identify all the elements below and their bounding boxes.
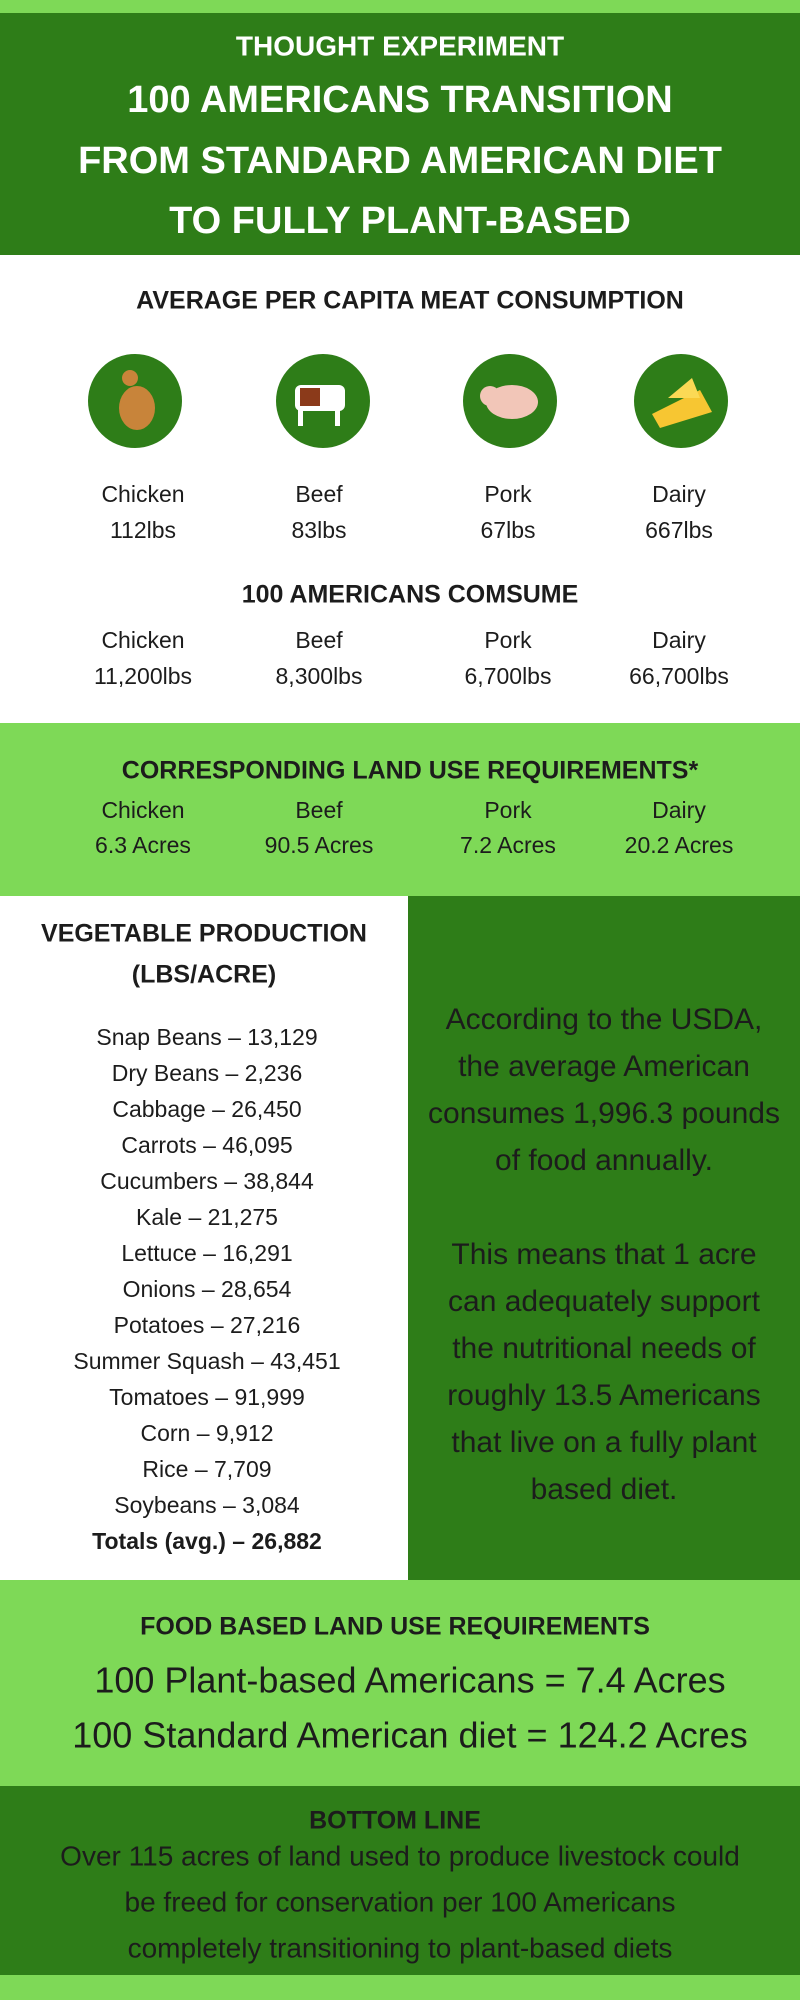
item-label: Pork (484, 481, 532, 507)
veg-item: Cucumbers – 38,844 (100, 1168, 314, 1194)
veg-item: Corn – 9,912 (141, 1420, 274, 1446)
icons (88, 354, 728, 448)
usda-line: roughly 13.5 Americans (447, 1379, 761, 1412)
usda-line: consumes 1,996.3 pounds (428, 1097, 780, 1130)
item-label: Dairy (652, 797, 706, 823)
item-amount: 7.2 Acres (460, 832, 556, 858)
item-amount: 20.2 Acres (625, 832, 734, 858)
section-heading: AVERAGE PER CAPITA MEAT CONSUMPTION (136, 287, 684, 315)
title-line: TO FULLY PLANT-BASED (169, 200, 631, 242)
veg-item: Cabbage – 26,450 (112, 1096, 301, 1122)
chicken-body (119, 386, 155, 430)
bottom-line: completely transitioning to plant-based … (128, 1932, 673, 1963)
item-label: Chicken (101, 797, 184, 823)
item-amount: 6,700lbs (465, 663, 552, 689)
food-land-line: 100 Plant-based Americans = 7.4 Acres (94, 1660, 725, 1701)
section-heading: 100 AMERICANS COMSUME (242, 581, 579, 609)
item-label: Pork (484, 627, 532, 653)
title-line: FROM STANDARD AMERICAN DIET (78, 140, 722, 182)
item-amount: 83lbs (292, 517, 347, 543)
cow-leg (298, 410, 303, 426)
food-land-line: 100 Standard American diet = 124.2 Acres (72, 1715, 747, 1756)
item-label: Beef (295, 627, 343, 653)
usda-line: According to the USDA, (446, 1003, 763, 1036)
pig-head (480, 386, 500, 406)
item-label: Chicken (101, 627, 184, 653)
section-heading: CORRESPONDING LAND USE REQUIREMENTS* (122, 757, 699, 785)
item-amount: 667lbs (645, 517, 713, 543)
veg-item: Tomatoes – 91,999 (109, 1384, 305, 1410)
veg-item: Summer Squash – 43,451 (73, 1348, 340, 1374)
veg-item: Carrots – 46,095 (121, 1132, 292, 1158)
food-land-heading: FOOD BASED LAND USE REQUIREMENTS (140, 1613, 650, 1641)
usda-line: that live on a fully plant (451, 1426, 757, 1459)
cheese (668, 378, 700, 398)
veg-heading: (LBS/ACRE) (132, 961, 276, 989)
item-amount: 90.5 Acres (265, 832, 374, 858)
veg-item: Potatoes – 27,216 (114, 1312, 301, 1338)
usda-panel (408, 896, 800, 1580)
bottom-line: Over 115 acres of land used to produce l… (60, 1840, 740, 1871)
item-label: Dairy (652, 481, 706, 507)
bottom-line: be freed for conservation per 100 Americ… (125, 1886, 676, 1917)
usda-line: based diet. (531, 1473, 678, 1506)
veg-item: Kale – 21,275 (136, 1204, 278, 1230)
cow-leg (335, 410, 340, 426)
item-amount: 67lbs (481, 517, 536, 543)
chicken-head (122, 370, 138, 386)
item-label: Pork (484, 797, 532, 823)
veg-heading: VEGETABLE PRODUCTION (41, 920, 367, 948)
item-amount: 66,700lbs (629, 663, 729, 689)
usda-line: the average American (458, 1050, 750, 1083)
meat-section (0, 255, 800, 723)
usda-line: can adequately support (448, 1285, 761, 1318)
item-amount: 11,200lbs (94, 663, 192, 689)
item-amount: 8,300lbs (276, 663, 363, 689)
usda-line: the nutritional needs of (452, 1332, 756, 1365)
veg-item: Snap Beans – 13,129 (96, 1024, 317, 1050)
item-label: Beef (295, 481, 343, 507)
header-band (0, 13, 800, 255)
veg-total: Totals (avg.) – 26,882 (92, 1528, 322, 1554)
cheese (652, 390, 712, 428)
bottom-band (0, 1786, 800, 1975)
bottom-heading: BOTTOM LINE (309, 1807, 481, 1835)
usda-line: This means that 1 acre (451, 1238, 756, 1271)
veg-item: Dry Beans – 2,236 (112, 1060, 303, 1086)
veg-item: Soybeans – 3,084 (114, 1492, 300, 1518)
title-line: 100 AMERICANS TRANSITION (127, 79, 672, 121)
item-amount: 112lbs (110, 517, 176, 543)
item-label: Chicken (101, 481, 184, 507)
kicker: THOUGHT EXPERIMENT (236, 30, 564, 61)
cow-spot (300, 388, 320, 406)
usda-line: of food annually. (495, 1144, 713, 1177)
item-amount: 6.3 Acres (95, 832, 191, 858)
item-label: Dairy (652, 627, 706, 653)
item-label: Beef (295, 797, 343, 823)
vegetable-panel (0, 896, 408, 1580)
veg-item: Lettuce – 16,291 (121, 1240, 292, 1266)
veg-item: Onions – 28,654 (123, 1276, 292, 1302)
veg-item: Rice – 7,709 (142, 1456, 271, 1482)
